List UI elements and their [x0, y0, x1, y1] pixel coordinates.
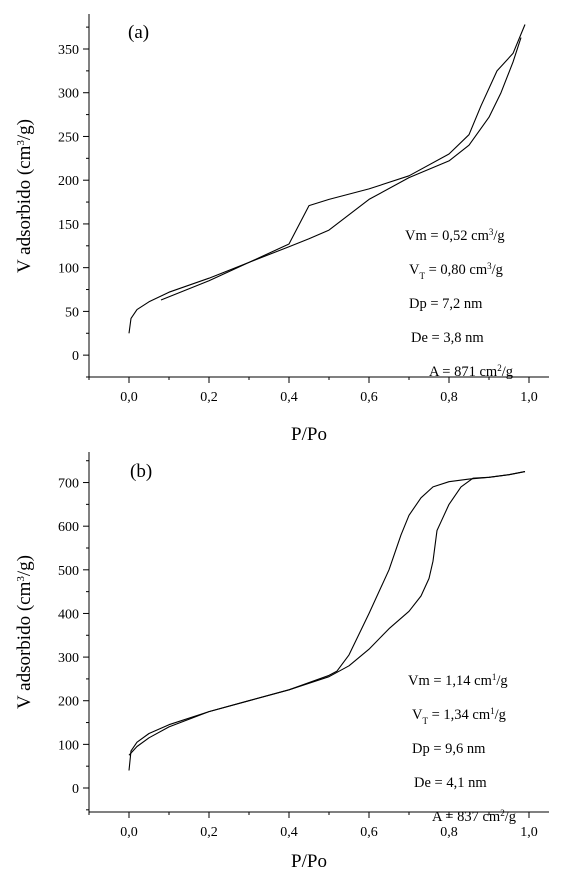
annotation-text: A = 837 cm: [432, 809, 501, 825]
series-desorption-line: [128, 471, 526, 756]
annotation-text: = 1,34 cm: [428, 707, 491, 723]
y-axis-label-main: V adsorbido (cm: [14, 145, 35, 273]
x-tick-label: 0,8: [440, 390, 458, 405]
x-tick-label: 0,6: [360, 825, 378, 840]
series-desorption-line: [160, 24, 526, 301]
y-axis-label-main: V adsorbido (cm: [14, 581, 35, 709]
annotation-4: A = 871 cm2/g: [429, 363, 513, 380]
x-tick-label: 0,0: [120, 825, 138, 840]
annotation-superscript: 3: [489, 227, 494, 237]
panel-a: 0,0 0,2 0,4 0,6 0,8 1,0 0 50 100 150 200 250 300 350 (…: [14, 14, 549, 445]
annotation-4: A = 837 cm2/g: [432, 808, 516, 825]
y-axis-label: V adsorbido (cm3/g): [14, 119, 35, 273]
panel-b: 0,0 0,2 0,4 0,6 0,8 1,0 0 100 200 300 400 500 600 700…: [14, 452, 549, 872]
annotation-1: VT = 1,34 cm1/g: [412, 706, 506, 726]
y-tick-label: 50: [65, 305, 79, 320]
y-tick-label: 0: [72, 349, 79, 364]
x-tick-label: 0,0: [120, 390, 138, 405]
annotation-superscript: 2: [497, 363, 502, 373]
y-tick-label: 700: [58, 477, 79, 492]
y-tick-label: 200: [58, 695, 79, 710]
series-adsorption-line: [128, 471, 526, 771]
y-tick-label: 600: [58, 520, 79, 535]
x-tick-label: 0,2: [200, 825, 218, 840]
x-axis-label: P/Po: [291, 424, 327, 445]
y-tick-label: 100: [58, 262, 79, 277]
annotation-text: /g: [495, 707, 506, 723]
y-tick-label: 400: [58, 607, 79, 622]
annotation-3: De = 3,8 nm: [411, 330, 484, 346]
annotation-subscript: T: [422, 716, 428, 726]
panel-label: (b): [130, 461, 152, 482]
y-axis-label-tail: /g): [14, 555, 35, 576]
y-axis-label: V adsorbido (cm3/g): [14, 555, 35, 709]
annotation-text: /g: [496, 673, 507, 689]
annotation-text: De = 3,8 nm: [411, 330, 484, 346]
annotation-1: VT = 0,80 cm3/g: [409, 261, 503, 281]
annotation-text: /g: [502, 364, 513, 380]
annotation-text: Vm = 0,52 cm: [405, 228, 490, 244]
y-tick-label: 100: [58, 738, 79, 753]
annotation-text: A = 871 cm: [429, 364, 498, 380]
y-axis-label-superscript: 3: [15, 140, 27, 146]
annotation-0: Vm = 1,14 cm1/g: [408, 672, 508, 689]
annotation-2: Dp = 9,6 nm: [412, 741, 486, 757]
annotation-text: Dp = 7,2 nm: [409, 296, 483, 312]
annotation-superscript: 1: [492, 672, 497, 682]
annotation-text: = 0,80 cm: [425, 262, 488, 278]
y-tick-label: 300: [58, 651, 79, 666]
x-tick-label: 0,8: [440, 825, 458, 840]
y-tick-label: 350: [58, 43, 79, 58]
series-adsorption-line: [128, 37, 522, 334]
y-tick-label: 150: [58, 218, 79, 233]
annotation-text: /g: [492, 262, 503, 278]
y-axis-label-tail: /g): [14, 119, 35, 140]
x-tick-label: 0,4: [280, 825, 298, 840]
x-tick-label: 0,2: [200, 390, 218, 405]
annotation-text: V: [409, 262, 420, 278]
panel-label: (a): [128, 22, 149, 43]
annotation-0: Vm = 0,52 cm3/g: [405, 227, 505, 244]
x-axis-label: P/Po: [291, 851, 327, 872]
annotation-superscript: 1: [490, 706, 495, 716]
x-tick-label: 1,0: [520, 390, 538, 405]
y-tick-label: 200: [58, 174, 79, 189]
y-tick-label: 500: [58, 564, 79, 579]
annotation-text: Dp = 9,6 nm: [412, 741, 486, 757]
y-axis-label-superscript: 3: [15, 576, 27, 582]
annotation-text: V: [412, 707, 423, 723]
annotation-text: /g: [505, 809, 516, 825]
annotation-text: Vm = 1,14 cm: [408, 673, 493, 689]
x-tick-label: 0,6: [360, 390, 378, 405]
annotation-3: De = 4,1 nm: [414, 775, 487, 791]
x-tick-label: 1,0: [520, 825, 538, 840]
y-tick-label: 0: [72, 782, 79, 797]
annotation-2: Dp = 7,2 nm: [409, 296, 483, 312]
x-tick-label: 0,4: [280, 390, 298, 405]
annotation-subscript: T: [419, 271, 425, 281]
annotation-text: /g: [493, 228, 504, 244]
annotation-superscript: 3: [487, 261, 492, 271]
annotation-text: De = 4,1 nm: [414, 775, 487, 791]
y-tick-label: 300: [58, 87, 79, 102]
annotation-superscript: 2: [500, 808, 505, 818]
y-tick-label: 250: [58, 130, 79, 145]
